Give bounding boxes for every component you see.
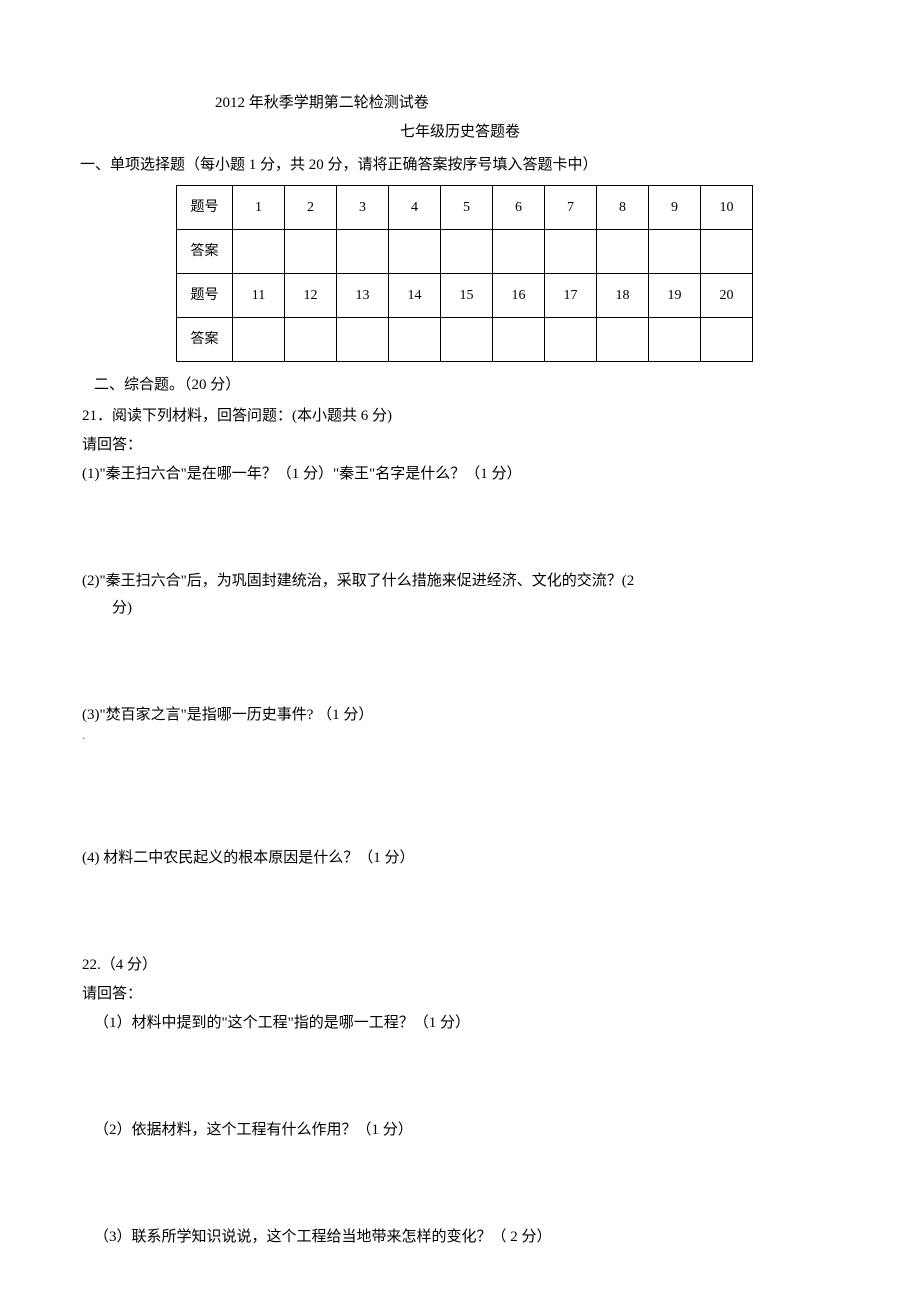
- q-number: 18: [597, 274, 649, 318]
- q-number: 9: [649, 186, 701, 230]
- q21-part-4: (4) 材料二中农民起义的根本原因是什么？（1 分）: [82, 845, 840, 872]
- q-number: 6: [493, 186, 545, 230]
- answer-cell[interactable]: [701, 230, 753, 274]
- q-number: 5: [441, 186, 493, 230]
- q-number: 15: [441, 274, 493, 318]
- exam-title-line-1: 2012 年秋季学期第二轮检测试卷: [80, 90, 840, 117]
- answer-cell[interactable]: [233, 318, 285, 362]
- q21-part-2b: 分): [112, 600, 132, 616]
- q-number: 17: [545, 274, 597, 318]
- q-number: 13: [337, 274, 389, 318]
- section-2-heading: 二、综合题。（20 分）: [94, 372, 840, 399]
- answer-cell[interactable]: [545, 230, 597, 274]
- q22-prompt: 请回答：: [82, 981, 840, 1008]
- answer-cell[interactable]: [441, 230, 493, 274]
- answer-cell[interactable]: [493, 318, 545, 362]
- row-label-question: 题号: [177, 274, 233, 318]
- answer-space[interactable]: [80, 624, 840, 702]
- answer-grid-table: 题号 1 2 3 4 5 6 7 8 9 10 答案 题号 11 12 13 1…: [176, 185, 753, 362]
- q-number: 20: [701, 274, 753, 318]
- q-number: 12: [285, 274, 337, 318]
- answer-space[interactable]: [80, 1146, 840, 1224]
- section-1-heading: 一、单项选择题（每小题 1 分，共 20 分，请将正确答案按序号填入答题卡中）: [80, 152, 840, 179]
- table-row: 答案: [177, 230, 753, 274]
- answer-space[interactable]: [80, 490, 840, 568]
- table-row: 答案: [177, 318, 753, 362]
- answer-cell[interactable]: [337, 318, 389, 362]
- q22-part-3: （3）联系所学知识说说，这个工程给当地带来怎样的变化？（ 2 分）: [94, 1224, 840, 1251]
- q22-part-2: （2）依据材料，这个工程有什么作用？（1 分）: [94, 1117, 840, 1144]
- q-number: 14: [389, 274, 441, 318]
- answer-cell[interactable]: [493, 230, 545, 274]
- q-number: 7: [545, 186, 597, 230]
- answer-space[interactable]: [80, 1039, 840, 1117]
- q-number: 10: [701, 186, 753, 230]
- answer-cell[interactable]: [389, 230, 441, 274]
- answer-cell[interactable]: [233, 230, 285, 274]
- answer-space[interactable]: [80, 749, 840, 845]
- row-label-question: 题号: [177, 186, 233, 230]
- q21-intro: 21．阅读下列材料，回答问题：(本小题共 6 分): [82, 403, 840, 430]
- q-number: 3: [337, 186, 389, 230]
- q-number: 1: [233, 186, 285, 230]
- q-number: 8: [597, 186, 649, 230]
- q21-prompt: 请回答：: [82, 432, 840, 459]
- q22-part-1: （1）材料中提到的"这个工程"指的是哪一工程？（1 分）: [94, 1010, 840, 1037]
- answer-cell[interactable]: [389, 318, 441, 362]
- q-number: 19: [649, 274, 701, 318]
- table-row: 题号 11 12 13 14 15 16 17 18 19 20: [177, 274, 753, 318]
- q22-intro: 22.（4 分）: [82, 952, 840, 979]
- answer-cell[interactable]: [701, 318, 753, 362]
- red-marker-icon: ·: [82, 731, 840, 749]
- q21-part-2: (2)"秦王扫六合"后，为巩固封建统治，采取了什么措施来促进经济、文化的交流？(…: [82, 568, 840, 622]
- answer-cell[interactable]: [545, 318, 597, 362]
- q-number: 2: [285, 186, 337, 230]
- answer-cell[interactable]: [649, 230, 701, 274]
- q21-part-1: (1)"秦王扫六合"是在哪一年？（1 分）"秦王"名字是什么？（1 分）: [82, 461, 840, 488]
- answer-cell[interactable]: [649, 318, 701, 362]
- row-label-answer: 答案: [177, 230, 233, 274]
- answer-space[interactable]: [80, 874, 840, 952]
- q21-part-3: (3)"焚百家之言"是指哪一历史事件? （1 分）: [82, 702, 840, 729]
- q-number: 16: [493, 274, 545, 318]
- q-number: 4: [389, 186, 441, 230]
- answer-cell[interactable]: [337, 230, 389, 274]
- answer-cell[interactable]: [597, 230, 649, 274]
- answer-cell[interactable]: [285, 230, 337, 274]
- answer-cell[interactable]: [597, 318, 649, 362]
- q-number: 11: [233, 274, 285, 318]
- exam-title-line-2: 七年级历史答题卷: [80, 119, 840, 146]
- answer-cell[interactable]: [441, 318, 493, 362]
- row-label-answer: 答案: [177, 318, 233, 362]
- answer-cell[interactable]: [285, 318, 337, 362]
- q21-part-2a: (2)"秦王扫六合"后，为巩固封建统治，采取了什么措施来促进经济、文化的交流？(…: [82, 573, 634, 589]
- table-row: 题号 1 2 3 4 5 6 7 8 9 10: [177, 186, 753, 230]
